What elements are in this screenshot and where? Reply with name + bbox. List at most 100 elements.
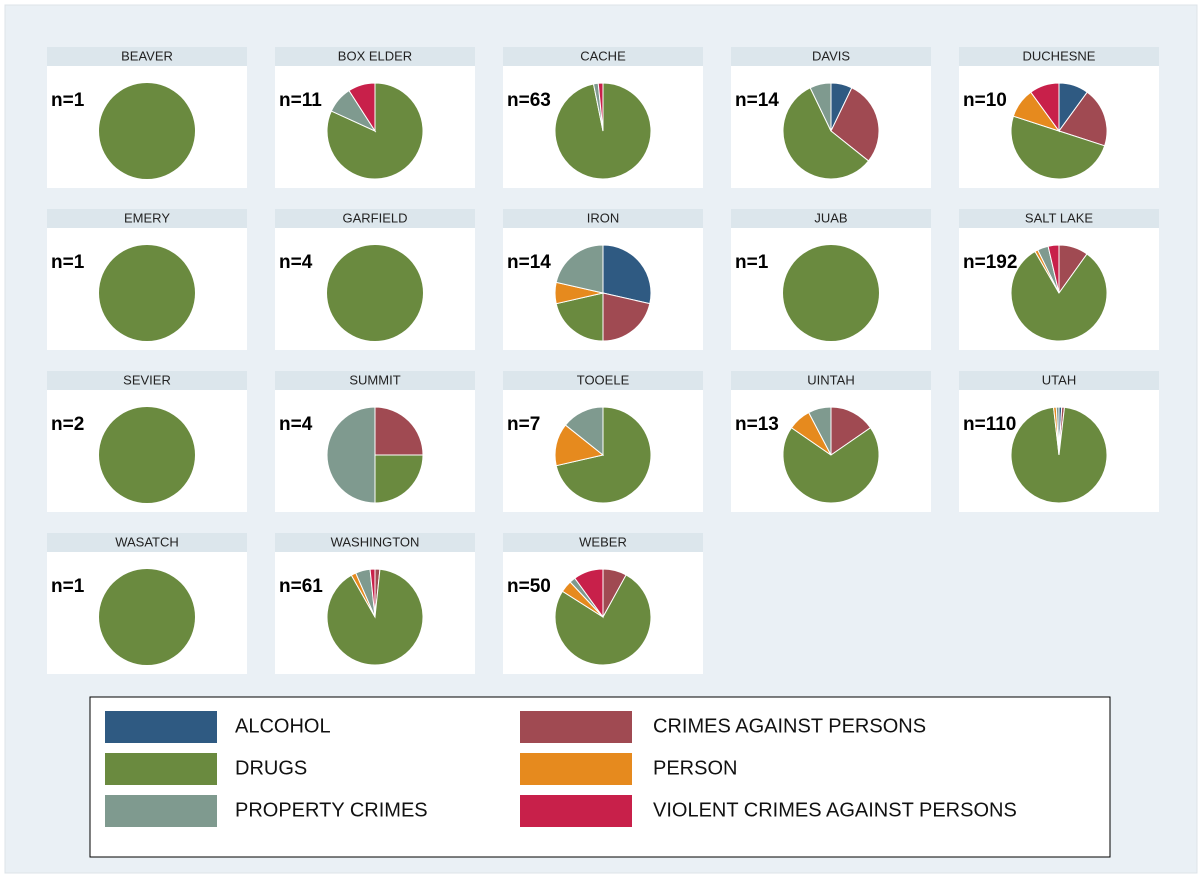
- panel-header: [731, 47, 931, 66]
- panel-title: BEAVER: [121, 48, 173, 63]
- panel-header: [503, 209, 703, 228]
- panel-header: [959, 47, 1159, 66]
- pie-slice: [99, 407, 195, 503]
- n-label: n=61: [279, 576, 323, 597]
- legend-swatch: [105, 753, 217, 785]
- panel-title: WASHINGTON: [331, 534, 420, 549]
- n-label: n=63: [507, 90, 551, 111]
- panel-header: [275, 533, 475, 552]
- pie-slice: [1058, 91, 1108, 147]
- pie-slice: [782, 427, 880, 504]
- pie-slice: [555, 292, 604, 342]
- n-label: n=1: [735, 252, 769, 273]
- panel-header: [275, 209, 475, 228]
- panel-header: [731, 209, 931, 228]
- pie-slice: [1010, 115, 1106, 180]
- pie-slice: [1010, 406, 1108, 504]
- legend-label: PROPERTY CRIMES: [235, 799, 428, 821]
- pie-slice: [555, 244, 604, 294]
- legend-swatch: [105, 795, 217, 827]
- n-label: n=2: [51, 414, 84, 435]
- n-label: n=13: [735, 414, 779, 435]
- n-label: n=1: [51, 252, 85, 273]
- pie-slice: [99, 83, 195, 179]
- panel-header: [47, 209, 247, 228]
- pie-slice: [326, 406, 376, 504]
- panel-header: [503, 533, 703, 552]
- panel-header: [47, 533, 247, 552]
- pie-slice: [602, 292, 651, 342]
- panel-title: EMERY: [124, 210, 170, 225]
- pie-slice: [1010, 250, 1108, 342]
- pie-slice: [597, 82, 604, 132]
- pie-slice: [374, 406, 424, 456]
- pie-slice: [374, 454, 424, 504]
- n-label: n=50: [507, 576, 551, 597]
- panel-header: [275, 371, 475, 390]
- pie-slice: [326, 568, 424, 666]
- pie-slice: [808, 406, 832, 456]
- pie-slice: [369, 568, 376, 618]
- n-label: n=11: [279, 90, 322, 111]
- panel-title: BOX ELDER: [338, 48, 412, 63]
- n-label: n=14: [507, 252, 551, 273]
- panel-title: JUAB: [814, 210, 847, 225]
- panel-title: WASATCH: [115, 534, 179, 549]
- pie-slice: [809, 82, 832, 132]
- legend-label: PERSON: [653, 757, 737, 779]
- legend-swatch: [520, 711, 632, 743]
- panel-title: IRON: [587, 210, 620, 225]
- n-label: n=4: [279, 252, 313, 273]
- legend-swatch: [520, 753, 632, 785]
- panel-title: SALT LAKE: [1025, 210, 1093, 225]
- legend-label: DRUGS: [235, 757, 307, 779]
- n-label: n=7: [507, 414, 540, 435]
- panel-title: DUCHESNE: [1023, 48, 1096, 63]
- panel-header: [503, 371, 703, 390]
- n-label: n=14: [735, 90, 779, 111]
- panel-header: [503, 47, 703, 66]
- legend-label: VIOLENT CRIMES AGAINST PERSONS: [653, 799, 1017, 821]
- pie-slice: [327, 245, 423, 341]
- pie-slice: [574, 568, 604, 619]
- pie-slice: [830, 406, 872, 456]
- n-label: n=110: [963, 414, 1016, 435]
- panel-title: DAVIS: [812, 48, 850, 63]
- panel-header: [731, 371, 931, 390]
- panel-title: WEBER: [579, 534, 627, 549]
- legend-swatch: [520, 795, 632, 827]
- pie-slice: [348, 82, 376, 133]
- panel-title: UINTAH: [807, 372, 854, 387]
- pie-slice: [830, 87, 880, 162]
- pie-slice: [99, 245, 195, 341]
- legend-label: ALCOHOL: [235, 715, 331, 737]
- n-label: n=4: [279, 414, 313, 435]
- pie-slice: [782, 87, 870, 180]
- pie-slice: [1055, 406, 1060, 456]
- n-label: n=1: [51, 576, 85, 597]
- legend-label: CRIMES AGAINST PERSONS: [653, 715, 926, 737]
- n-label: n=1: [51, 90, 85, 111]
- pie-slice: [564, 406, 604, 457]
- panel-header: [47, 371, 247, 390]
- panel-header: [959, 371, 1159, 390]
- panel-title: SEVIER: [123, 372, 171, 387]
- legend-swatch: [105, 711, 217, 743]
- pie-slice: [1030, 82, 1060, 133]
- n-label: n=10: [963, 90, 1007, 111]
- panel-header: [959, 209, 1159, 228]
- panel-title: GARFIELD: [342, 210, 407, 225]
- panel-title: UTAH: [1042, 372, 1076, 387]
- n-label: n=192: [963, 252, 1017, 273]
- panel-title: CACHE: [580, 48, 626, 63]
- panel-header: [47, 47, 247, 66]
- pie-slice: [99, 569, 195, 665]
- pie-slice: [783, 245, 879, 341]
- panel-header: [275, 47, 475, 66]
- panel-title: SUMMIT: [349, 372, 400, 387]
- pie-slice: [554, 574, 652, 666]
- panel-title: TOOELE: [577, 372, 630, 387]
- pie-slice: [602, 244, 652, 305]
- pie-slice: [1047, 244, 1060, 294]
